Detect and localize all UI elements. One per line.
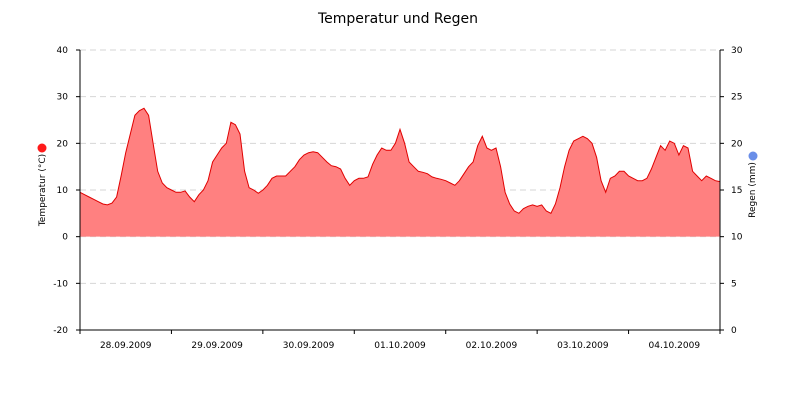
y-left-tick-label: 30 [57,93,69,103]
x-tick-label: 28.09.2009 [100,341,152,351]
y-right-tick-label: 10 [731,233,743,243]
axes [76,49,724,334]
temperature-area [80,108,720,237]
chart-title: Temperatur und Regen [317,11,478,27]
x-tick-label: 02.10.2009 [466,341,518,351]
tick-labels: -20 -10 0 10 20 30 40 0 5 10 15 20 25 30 28.09.2009 29.… [53,46,742,351]
y-left-tick-label: 0 [62,233,68,243]
temperature-line [79,107,721,214]
legend-marker-rain [748,151,758,161]
y-left-tick-label: 10 [57,186,69,196]
x-tick-label: 30.09.2009 [283,341,335,351]
x-tick-label: 01.10.2009 [374,341,426,351]
series-layer [79,107,721,237]
y-left-tick-label: 20 [57,139,69,149]
y-right-tick-label: 15 [731,186,742,196]
y-left-tick-label: -10 [53,279,68,289]
y-axis-left-label: Temperatur (°C) [38,154,48,227]
legend-marker-temperature [37,143,47,153]
y-right-tick-label: 30 [731,46,743,56]
x-tick-label: 29.09.2009 [191,341,243,351]
y-right-tick-label: 0 [731,326,737,336]
y-axis-right-label: Regen (mm) [748,162,758,218]
y-right-tick-label: 5 [731,279,737,289]
y-left-tick-label: -20 [53,326,68,336]
y-right-tick-label: 25 [731,93,742,103]
x-tick-label: 04.10.2009 [649,341,701,351]
x-tick-label: 03.10.2009 [557,341,609,351]
y-left-tick-label: 40 [57,46,69,56]
y-right-tick-label: 20 [731,139,743,149]
